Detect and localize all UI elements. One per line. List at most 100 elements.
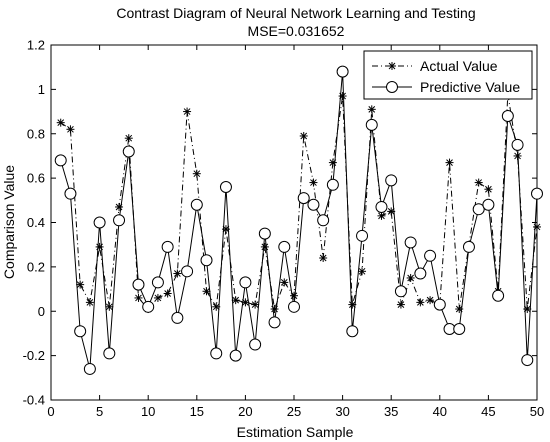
y-tick-label: 0.4 — [27, 215, 45, 230]
predictive-value-point — [93, 216, 106, 229]
asterisk-stroke — [426, 296, 434, 304]
actual-value-point — [163, 289, 172, 298]
legend: Actual Value Predictive Value — [363, 50, 533, 100]
actual-value-point — [56, 118, 65, 127]
actual-value-point — [105, 302, 114, 311]
legend-actual-label: Actual Value — [420, 58, 498, 74]
predictive-value-point — [326, 178, 339, 191]
x-tick-label: 30 — [335, 404, 349, 419]
asterisk-stroke — [251, 301, 259, 308]
actual-value-point — [270, 305, 279, 314]
predictive-value-point — [336, 65, 349, 78]
actual-value-point — [153, 293, 162, 302]
predictive-value-point — [74, 325, 87, 338]
actual-value-point — [290, 291, 298, 300]
chart-subtitle: MSE=0.031652 — [248, 23, 345, 39]
predictive-value-point — [239, 276, 252, 289]
asterisk-stroke — [310, 179, 317, 186]
actual-value-point — [309, 178, 318, 187]
x-tick-label: 20 — [238, 404, 252, 419]
asterisk-stroke — [397, 301, 405, 308]
y-tick-label: 0.8 — [27, 126, 45, 141]
x-axis: 0 5 10 15 20 25 30 35 40 45 50 — [47, 45, 544, 419]
predictive-value-point — [317, 214, 330, 227]
actual-value-point — [202, 287, 211, 296]
predictive-value-point — [161, 240, 174, 253]
predictive-value-point — [190, 198, 203, 211]
asterisk-stroke — [475, 179, 483, 186]
legend-actual-marker — [388, 62, 396, 70]
asterisk-stroke — [212, 303, 220, 311]
asterisk-stroke — [154, 294, 162, 302]
asterisk-stroke — [135, 294, 142, 302]
asterisk-stroke — [261, 243, 269, 251]
predictive-value-point — [249, 338, 262, 351]
asterisk-stroke — [417, 299, 424, 306]
predictive-value-point — [356, 229, 369, 242]
predictive-value-point — [414, 267, 427, 280]
predictive-value-point — [394, 285, 407, 298]
actual-value-point — [66, 125, 75, 134]
actual-value-point — [192, 169, 201, 178]
predictive-value-point — [365, 118, 378, 131]
actual-value-point — [377, 211, 386, 220]
actual-value-point — [445, 158, 454, 167]
x-tick-label: 40 — [433, 404, 447, 419]
asterisk-stroke — [76, 281, 84, 288]
asterisk-stroke — [485, 185, 492, 193]
predictive-value-point — [83, 362, 96, 375]
predictive-value-point — [278, 240, 291, 253]
asterisk-stroke — [164, 290, 171, 297]
asterisk-stroke — [280, 279, 288, 286]
y-tick-label: 0 — [38, 304, 45, 319]
asterisk-stroke — [193, 170, 201, 178]
legend-predictive-marker — [386, 81, 398, 93]
asterisk-stroke — [203, 287, 210, 295]
series-predictive-value — [54, 65, 543, 375]
actual-value-point — [426, 296, 435, 305]
predictive-value-point — [142, 300, 155, 313]
predictive-value-point — [492, 289, 505, 302]
asterisk-stroke — [407, 274, 414, 282]
x-tick-label: 25 — [287, 404, 301, 419]
asterisk-stroke — [446, 159, 453, 166]
x-tick-label: 45 — [481, 404, 495, 419]
predictive-value-point — [521, 354, 534, 367]
actual-value-point — [231, 296, 240, 305]
x-tick-label: 5 — [96, 404, 103, 419]
legend-asterisk — [388, 62, 396, 70]
actual-value-point — [173, 269, 182, 278]
actual-value-point — [348, 300, 357, 309]
predictive-value-point — [288, 300, 300, 313]
x-tick-label: 35 — [384, 404, 398, 419]
predictive-value-point — [54, 154, 67, 167]
x-tick-label: 0 — [47, 404, 54, 419]
actual-value-line — [60, 93, 538, 310]
predictive-value-point — [122, 145, 135, 158]
asterisk-stroke — [388, 62, 396, 70]
actual-value-point — [115, 202, 124, 211]
actual-value-point — [474, 178, 483, 187]
actual-value-point — [319, 254, 328, 262]
actual-value-point — [95, 242, 104, 251]
asterisk-stroke — [86, 299, 94, 306]
y-tick-label: 0.6 — [27, 171, 45, 186]
actual-value-point — [124, 134, 133, 143]
predictive-value-point — [200, 254, 213, 267]
asterisk-stroke — [232, 296, 240, 304]
y-tick-label: 1.2 — [27, 38, 45, 53]
predictive-value-point — [346, 325, 359, 338]
y-tick-label: -0.2 — [23, 348, 45, 363]
actual-value-point — [416, 298, 425, 307]
actual-value-point — [533, 222, 541, 231]
asterisk-stroke — [183, 108, 191, 115]
predictive-value-point — [258, 227, 271, 240]
actual-value-point — [85, 298, 94, 307]
predictive-value-point — [404, 236, 417, 249]
predictive-value-point — [171, 311, 184, 324]
predictive-value-point — [268, 316, 281, 329]
predictive-value-point — [453, 323, 466, 335]
predictive-value-point — [501, 110, 514, 122]
actual-value-point — [358, 267, 367, 276]
